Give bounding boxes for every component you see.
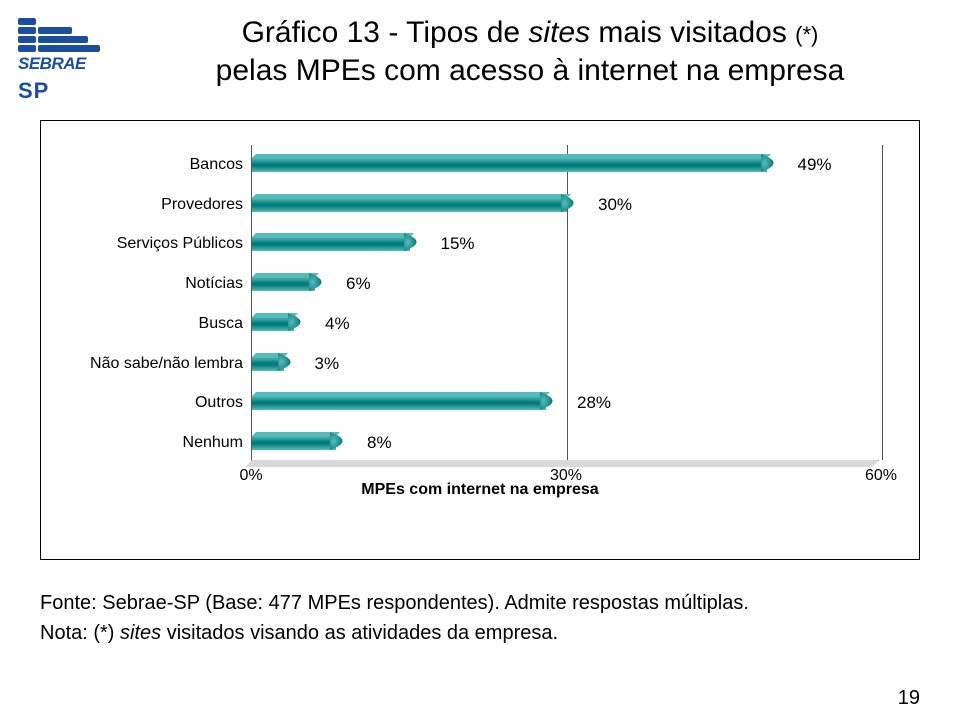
footnote-2a: Nota: (*) (40, 622, 120, 644)
value-label: 15% (441, 234, 475, 254)
category-label: Não sabe/não lembra (61, 355, 243, 373)
chart-inner: MPEs com internet na empresa 0% 30% 60% Ban… (61, 145, 899, 499)
bar (252, 198, 567, 212)
bar (252, 317, 294, 331)
value-label: 30% (598, 195, 632, 215)
category-label: Notícias (61, 275, 243, 293)
title-italic-sites: sites (528, 16, 590, 49)
category-label: Busca (61, 315, 243, 333)
x-tick-label: 30% (550, 467, 582, 485)
x-axis-title: MPEs com internet na empresa (61, 481, 899, 499)
title-line-1: Gráfico 13 - Tipos de sites mais visitad… (130, 14, 930, 52)
bar (252, 396, 546, 410)
value-label: 28% (577, 393, 611, 413)
category-label: Serviços Públicos (61, 235, 243, 253)
category-label: Nenhum (61, 434, 243, 452)
page-number: 19 (898, 687, 920, 710)
x-tick-label: 60% (865, 467, 897, 485)
title-line-2: pelas MPEs com acesso à internet na empr… (130, 52, 930, 90)
title-asterisk: (*) (795, 22, 818, 47)
bar (252, 237, 410, 251)
chart-gridlines (252, 145, 879, 460)
category-label: Bancos (61, 156, 243, 174)
title-part-a: Gráfico 13 - Tipos de (242, 16, 529, 49)
bar (252, 436, 336, 450)
chart-title: Gráfico 13 - Tipos de sites mais visitad… (130, 14, 930, 89)
value-label: 4% (325, 314, 350, 334)
category-label: Provedores (61, 196, 243, 214)
sebrae-logo: SEBRAE SP (18, 18, 103, 104)
value-label: 8% (367, 433, 392, 453)
gridline (567, 145, 568, 460)
footnote-line-1: Fonte: Sebrae-SP (Base: 477 MPEs respond… (40, 588, 920, 618)
title-part-c: mais visitados (590, 16, 795, 49)
bar (252, 277, 315, 291)
chart-plot-area (251, 145, 879, 461)
x-tick-label: 0% (239, 467, 262, 485)
footnote-line-2: Nota: (*) sites visitados visando as ati… (40, 618, 920, 648)
footnote-2b-italic: sites (120, 622, 161, 644)
logo-shape (18, 18, 103, 52)
logo-brand-text: SEBRAE (18, 54, 103, 74)
value-label: 3% (315, 354, 340, 374)
value-label: 49% (798, 155, 832, 175)
chart-floor (245, 460, 879, 467)
footnotes: Fonte: Sebrae-SP (Base: 477 MPEs respond… (40, 588, 920, 648)
category-label: Outros (61, 394, 243, 412)
gridline (882, 145, 883, 460)
logo-region-text: SP (18, 78, 103, 104)
bar (252, 357, 284, 371)
value-label: 6% (346, 274, 371, 294)
chart-frame: MPEs com internet na empresa 0% 30% 60% Ban… (40, 120, 920, 560)
bar (252, 158, 767, 172)
footnote-2c: visitados visando as atividades da empre… (161, 622, 558, 644)
